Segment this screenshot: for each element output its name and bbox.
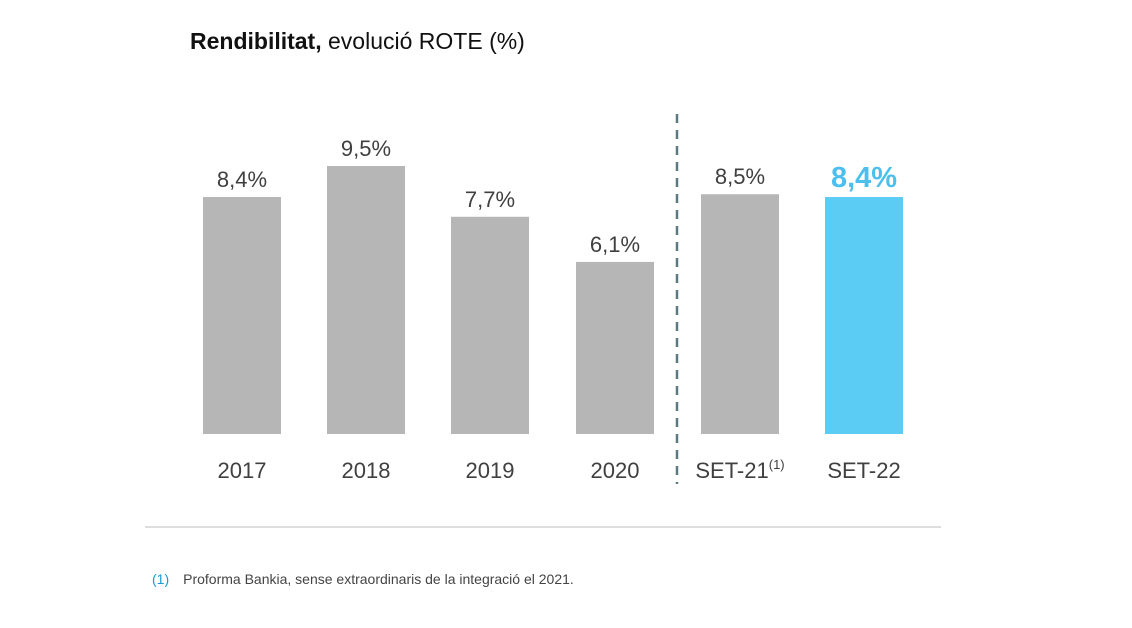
chart-title-rest: evolució ROTE (%) [328, 28, 525, 54]
footnote: (1) Proforma Bankia, sense extraordinaris… [152, 571, 574, 587]
category-label-2018: 2018 [342, 458, 391, 483]
bar-set-22 [825, 197, 903, 434]
category-label-2017: 2017 [218, 458, 267, 483]
value-label-2018: 9,5% [341, 136, 391, 161]
value-label-set-21: 8,5% [715, 164, 765, 189]
chart-title: Rendibilitat, evolució ROTE (%) [190, 28, 525, 55]
value-label-2019: 7,7% [465, 187, 515, 212]
category-label-2020: 2020 [591, 458, 640, 483]
footnote-text: Proforma Bankia, sense extraordinaris de… [183, 571, 574, 587]
category-label-2019: 2019 [466, 458, 515, 483]
bar-2020 [576, 261, 654, 434]
value-label-2020: 6,1% [590, 232, 640, 257]
bar-2019 [451, 216, 529, 434]
bar-2017 [203, 197, 281, 434]
category-superscript: (1) [769, 457, 785, 472]
bar-set-21 [701, 194, 779, 434]
category-label-set-22: SET-22 [827, 458, 900, 483]
category-label-set-21: SET-21(1) [695, 457, 784, 483]
value-label-set-22: 8,4% [831, 162, 897, 194]
value-label-2017: 8,4% [217, 167, 267, 192]
bar-2018 [327, 166, 405, 434]
footnote-marker: (1) [152, 571, 170, 587]
chart-title-bold: Rendibilitat, [190, 28, 322, 54]
